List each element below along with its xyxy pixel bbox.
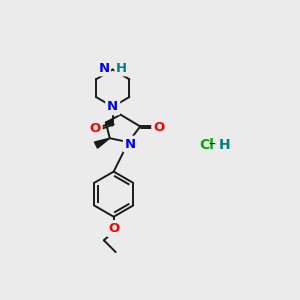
Polygon shape xyxy=(106,119,113,126)
Text: H: H xyxy=(116,62,127,75)
Polygon shape xyxy=(94,138,110,148)
Text: O: O xyxy=(108,222,119,235)
Text: Cl: Cl xyxy=(199,138,214,152)
Text: H: H xyxy=(219,138,230,152)
Text: N: N xyxy=(99,62,110,75)
Text: O: O xyxy=(153,121,164,134)
Text: O: O xyxy=(89,122,101,135)
Text: N: N xyxy=(125,138,136,151)
Text: –: – xyxy=(208,138,215,152)
Text: N: N xyxy=(107,100,118,113)
